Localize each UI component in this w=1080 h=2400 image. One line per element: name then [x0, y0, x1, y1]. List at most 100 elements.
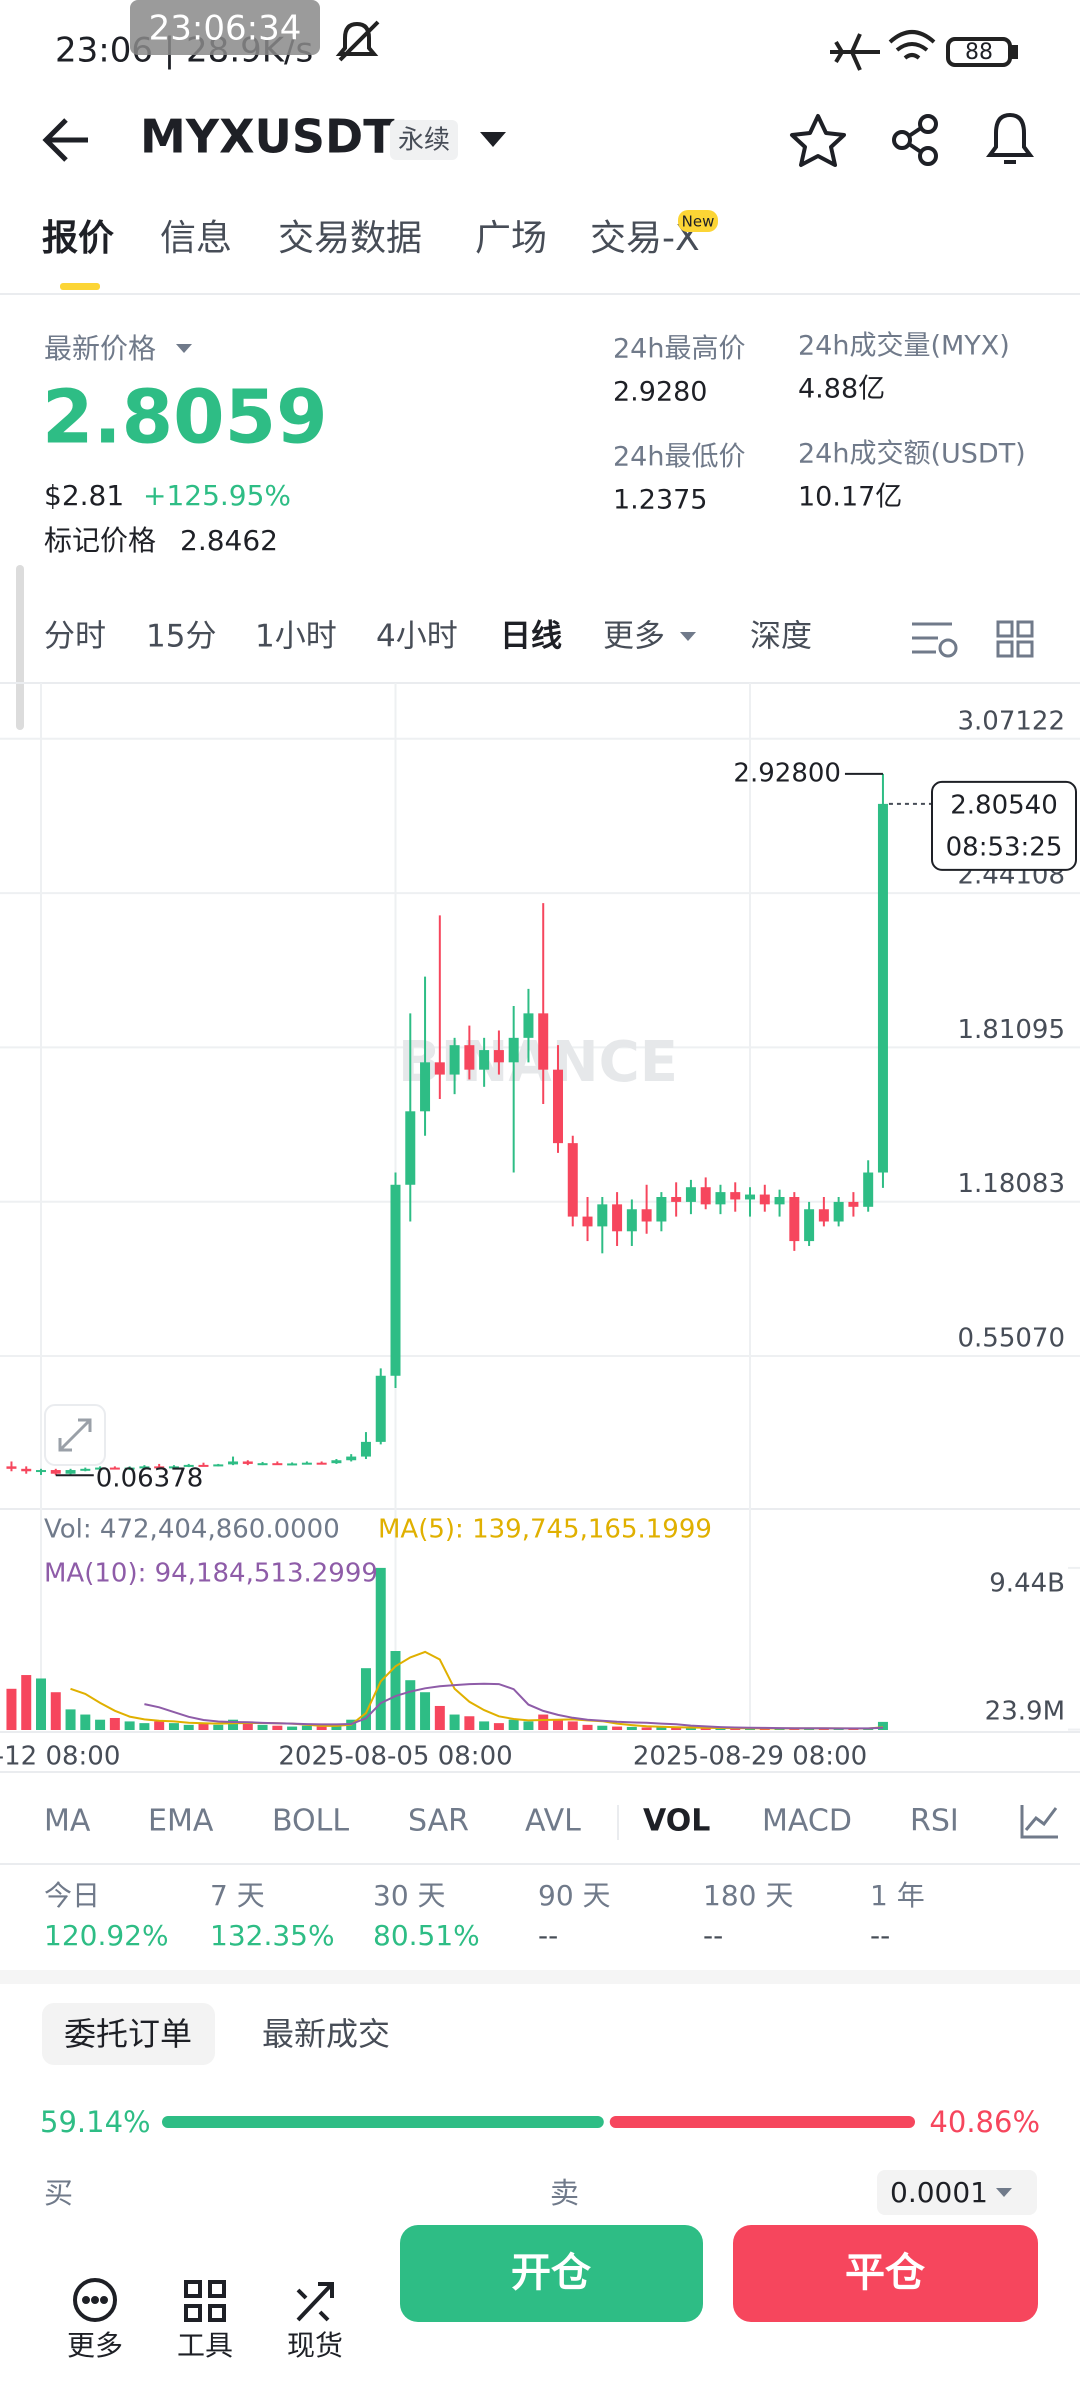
volume-tick-label: 23.9M [985, 1697, 1065, 1727]
indicator-active[interactable]: VOL [643, 1804, 710, 1839]
interval-more[interactable]: 更多 [603, 619, 665, 655]
layout-button[interactable] [996, 620, 1034, 658]
candle-body [552, 1069, 563, 1144]
precision[interactable]: 0.0001 [890, 2176, 988, 2209]
volume-bar [80, 1714, 91, 1730]
candle-body [730, 1192, 741, 1200]
caret [996, 2188, 1012, 2197]
nav-label[interactable]: 更多 [67, 2329, 123, 2362]
tab[interactable]: 信息 [160, 218, 232, 259]
period-label: 1 年 [870, 1879, 925, 1912]
volume-bar [671, 1727, 682, 1730]
candle-body [331, 1460, 342, 1464]
alert-button[interactable] [986, 112, 1034, 164]
new-badge: New [682, 213, 715, 231]
symbol[interactable]: MYXUSDT [140, 110, 395, 164]
tab[interactable]: 广场 [475, 218, 547, 259]
volume-bar [730, 1728, 741, 1730]
nav-label[interactable]: 现货 [287, 2329, 343, 2362]
period-value: -- [538, 1919, 558, 1952]
volume-text: Vol: 472,404,860.0000 [44, 1515, 340, 1545]
volume-bar [597, 1725, 608, 1730]
new-badge-bg [678, 210, 718, 232]
y-tick-label: 1.81095 [957, 1015, 1065, 1045]
candle-body [95, 1467, 106, 1470]
candle-body [213, 1464, 224, 1467]
interval-active[interactable]: 日线 [500, 619, 562, 655]
nav-label[interactable]: 工具 [177, 2329, 233, 2362]
open-button[interactable] [400, 2225, 703, 2322]
candle-body [508, 1037, 519, 1063]
close-button-label[interactable]: 平仓 [845, 2250, 926, 2296]
favorite-button[interactable] [790, 114, 846, 167]
share-button[interactable] [892, 114, 938, 166]
expand-button[interactable] [44, 1404, 106, 1466]
candle-body [316, 1462, 327, 1465]
candle-body [390, 1184, 401, 1376]
spot-icon[interactable] [296, 2282, 334, 2322]
section-gap [0, 1970, 1080, 1984]
candle-body [745, 1194, 756, 1200]
candle-body [833, 1201, 844, 1222]
open-button-label[interactable]: 开仓 [511, 2250, 592, 2296]
interval[interactable]: 1小时 [255, 619, 337, 655]
countdown: 08:53:25 [946, 832, 1063, 862]
symbol-dropdown[interactable] [480, 132, 506, 147]
volume-bar [434, 1705, 445, 1730]
depth-tab[interactable]: 深度 [750, 619, 812, 655]
buy-bar [162, 2116, 604, 2128]
y-tick-label: 3.07122 [957, 706, 1065, 736]
indicator[interactable]: MACD [762, 1804, 852, 1839]
ma5-text: MA(5): 139,745,165.1999 [378, 1515, 712, 1545]
high-label: 2.92800 [733, 758, 841, 788]
volume-bar [213, 1724, 224, 1730]
caret [680, 632, 696, 641]
volume-bar [154, 1721, 165, 1730]
volume-bar [36, 1678, 47, 1730]
candle-body [65, 1470, 76, 1474]
volume-bar [685, 1727, 696, 1730]
precision-bg[interactable] [877, 2170, 1037, 2215]
stat-label: 24h最高价 [613, 334, 745, 365]
sell-ratio: 40.86% [929, 2105, 1040, 2139]
status-icons [335, 20, 1018, 71]
indicator[interactable]: MA [44, 1804, 91, 1839]
tab[interactable]: 交易数据 [278, 218, 422, 259]
overlay-box [130, 0, 320, 55]
x-tick-label: 2025-08-29 08:00 [633, 1742, 867, 1772]
tab-active[interactable]: 报价 [42, 218, 114, 259]
interval[interactable]: 分时 [44, 619, 106, 655]
interval[interactable]: 15分 [146, 619, 216, 655]
candle-body [597, 1204, 608, 1227]
indicator[interactable]: EMA [148, 1804, 214, 1839]
more-icon[interactable] [73, 2278, 117, 2322]
back-button[interactable] [42, 118, 88, 162]
interval[interactable]: 4小时 [376, 619, 458, 655]
overlay-time: 23:06:34 [149, 9, 302, 49]
chart-settings[interactable] [912, 622, 958, 658]
indicator[interactable]: BOLL [272, 1804, 349, 1839]
volume-bar [183, 1724, 194, 1730]
candle-body [139, 1466, 150, 1469]
orderbook-tab[interactable]: 最新成交 [262, 2015, 390, 2053]
stat-value: 10.17亿 [798, 482, 902, 513]
indicator[interactable]: AVL [525, 1804, 581, 1839]
volume-bar [65, 1709, 76, 1730]
stat-label: 24h成交量(MYX) [798, 331, 1010, 362]
volume-bar [877, 1721, 888, 1730]
indicator-settings[interactable] [1020, 1805, 1058, 1839]
orderbook-tab-active[interactable]: 委托订单 [64, 2015, 192, 2053]
battery-level: 88 [965, 40, 993, 65]
y-tick-label: 1.18083 [957, 1169, 1065, 1199]
tools-icon[interactable] [184, 2280, 226, 2322]
candle-body [818, 1209, 829, 1222]
volume-bar [700, 1728, 711, 1730]
candle-body [493, 1050, 504, 1063]
indicator[interactable]: RSI [910, 1804, 959, 1839]
price-change: +125.95% [143, 479, 291, 512]
close-button[interactable] [733, 2225, 1038, 2322]
indicator[interactable]: SAR [408, 1804, 469, 1839]
candle-body [804, 1209, 815, 1242]
candle-body [479, 1050, 490, 1070]
